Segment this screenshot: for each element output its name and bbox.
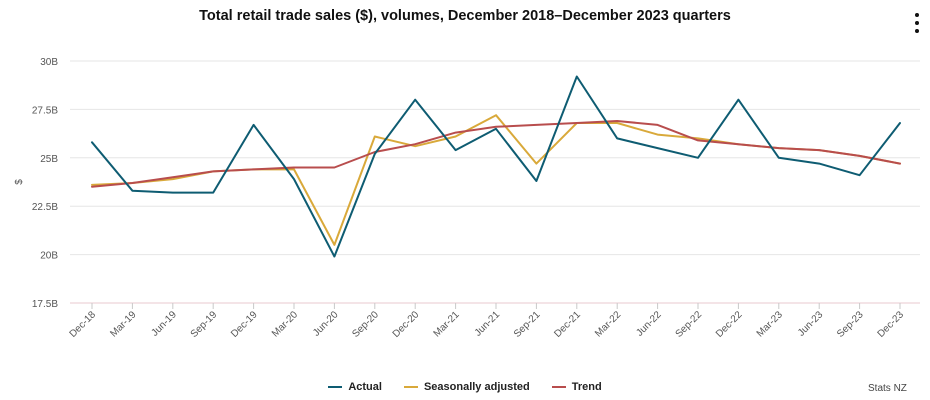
chart-menu-button[interactable] xyxy=(908,12,926,34)
legend-label-trend: Trend xyxy=(571,381,602,393)
x-tick-label: Sep-22 xyxy=(674,309,705,340)
legend-item-actual[interactable]: Actual xyxy=(328,381,382,393)
legend-swatch-seasonally-adjusted xyxy=(403,386,418,388)
x-tick-label: Sep-19 xyxy=(189,309,220,340)
x-tick-label: Sep-21 xyxy=(512,309,543,340)
x-tick-label: Jun-19 xyxy=(150,309,180,339)
y-tick-label: 22.5B xyxy=(32,202,58,213)
x-tick-label: Dec-20 xyxy=(391,309,422,340)
kebab-menu-icon-dot xyxy=(915,21,919,25)
series-line-seasonally-adjusted xyxy=(91,114,901,246)
x-tick-label: Mar-23 xyxy=(755,309,785,339)
x-tick-label: Dec-23 xyxy=(876,309,907,340)
legend-label-seasonally-adjusted: Seasonally adjusted xyxy=(423,381,530,393)
y-tick-label: 27.5B xyxy=(32,105,58,116)
series-line-actual xyxy=(91,75,901,258)
x-tick-label: Mar-20 xyxy=(270,309,300,339)
x-tick-label: Dec-22 xyxy=(714,309,745,340)
series-line-trend xyxy=(91,120,901,188)
x-tick-label: Jun-23 xyxy=(796,309,826,339)
legend: Actual Seasonally adjusted Trend xyxy=(0,381,930,393)
x-tick-label: Mar-21 xyxy=(432,309,462,339)
y-tick-label: 30B xyxy=(40,57,58,68)
source-credit: Stats NZ xyxy=(868,383,907,394)
y-tick-label: 20B xyxy=(40,251,58,262)
x-tick-label: Sep-20 xyxy=(350,309,381,340)
x-tick-label: Jun-22 xyxy=(634,309,664,339)
legend-item-trend[interactable]: Trend xyxy=(551,381,602,393)
x-tick-label: Dec-19 xyxy=(229,309,260,340)
x-tick-label: Sep-23 xyxy=(835,309,866,340)
legend-swatch-actual xyxy=(328,386,343,388)
x-tick-label: Jun-20 xyxy=(311,309,341,339)
x-tick-label: Jun-21 xyxy=(473,309,503,339)
y-axis-label: $ xyxy=(14,179,25,185)
x-tick-label: Mar-22 xyxy=(593,309,623,339)
x-tick-label: Dec-21 xyxy=(552,309,583,340)
kebab-menu-icon-dot xyxy=(915,29,919,33)
y-tick-label: 25B xyxy=(40,154,58,165)
line-chart: 17.5B 20B 22.5B 25B 27.5B 30B $ Dec-18 Mar-19 Jun… xyxy=(14,57,920,340)
legend-item-seasonally-adjusted[interactable]: Seasonally adjusted xyxy=(403,381,530,393)
legend-swatch-trend xyxy=(551,386,566,388)
x-tick-label: Mar-19 xyxy=(108,309,138,339)
x-tick-label: Dec-18 xyxy=(68,309,99,340)
chart-title: Total retail trade sales ($), volumes, D… xyxy=(199,8,731,24)
kebab-menu-icon xyxy=(915,13,919,17)
legend-label-actual: Actual xyxy=(348,381,382,393)
y-tick-label: 17.5B xyxy=(32,299,58,310)
